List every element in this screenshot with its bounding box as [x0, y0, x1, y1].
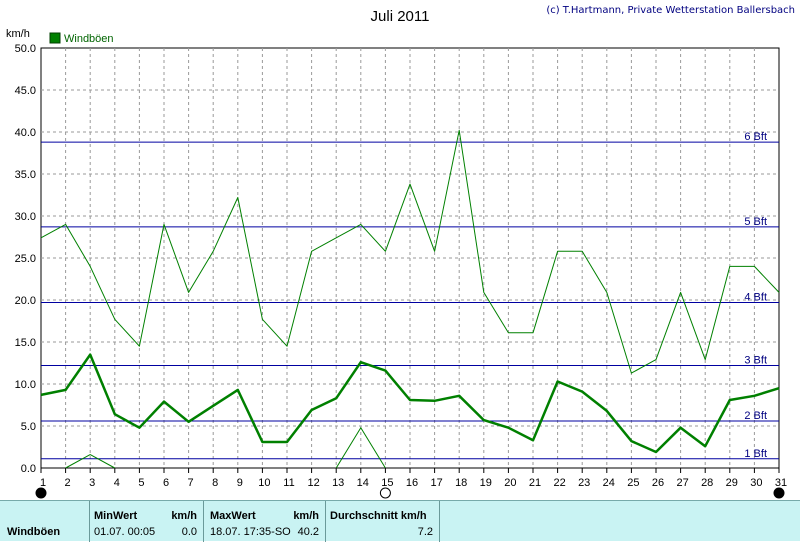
- max-unit: km/h: [293, 510, 319, 522]
- x-tick-label: 13: [332, 477, 344, 489]
- stats-avg-cell: Durchschnitt km/h 7.2: [326, 501, 440, 542]
- series-line-mean: [40, 353, 780, 454]
- y-tick-label: 30.0: [15, 211, 36, 223]
- y-tick-label: 15.0: [15, 337, 36, 349]
- new-moon-marker: [773, 487, 785, 499]
- stats-min-cell: MinWert km/h 01.07. 00:05 0.0: [90, 501, 204, 542]
- avg-value: 7.2: [417, 526, 433, 538]
- x-tick-label: 19: [480, 477, 492, 489]
- y-tick-label: 0.0: [21, 463, 36, 475]
- x-tick-label: 18: [455, 477, 467, 489]
- chart-title: Juli 2011: [371, 8, 430, 25]
- chart-area: Juli 2011 (c) T.Hartmann, Private Wetter…: [6, 5, 795, 499]
- y-tick-label: 10.0: [15, 379, 36, 391]
- x-tick-label: 26: [652, 477, 664, 489]
- stats-row-label-cell: Windböen: [0, 501, 90, 542]
- x-tick-label: 14: [357, 477, 369, 489]
- min-label: MinWert: [94, 510, 138, 522]
- x-tick-label: 10: [258, 477, 270, 489]
- x-tick-label: 6: [163, 477, 169, 489]
- credit-text: (c) T.Hartmann, Private Wetterstation Ba…: [546, 5, 795, 16]
- y-tick-label: 40.0: [15, 127, 36, 139]
- x-tick-label: 20: [504, 477, 516, 489]
- series-line-min-2: [335, 427, 386, 469]
- beaufort-label: 5 Bft: [744, 216, 767, 228]
- series-line-max: [40, 129, 780, 374]
- axes: 0.0 5.0 10.0 15.0 20.0 25.0 30.0 35.0 40.0 45.0 50…: [15, 43, 788, 489]
- beaufort-label: 4 Bft: [744, 292, 767, 304]
- min-unit: km/h: [171, 510, 197, 522]
- x-tick-label: 11: [283, 477, 294, 489]
- y-tick-label: 50.0: [15, 43, 36, 55]
- beaufort-lines: 1 Bft 2 Bft 3 Bft 4 Bft 5 Bft 6 Bft: [41, 131, 779, 460]
- x-tick-label: 23: [578, 477, 590, 489]
- x-tick-label: 3: [89, 477, 95, 489]
- min-time: 01.07. 00:05: [94, 526, 156, 538]
- x-tick-label: 9: [237, 477, 243, 489]
- x-tick-label: 17: [430, 477, 442, 489]
- stats-max-cell: MaxWert km/h 18.07. 17:35-SO 40.2: [204, 501, 326, 542]
- x-tick-label: 1: [40, 477, 46, 489]
- x-tick-label: 5: [138, 477, 144, 489]
- x-tick-label: 4: [114, 477, 120, 489]
- grid: [40, 47, 780, 469]
- min-value: 0.0: [181, 526, 197, 538]
- legend: Windböen: [49, 32, 114, 45]
- beaufort-label: 2 Bft: [744, 410, 767, 422]
- stats-row-label: Windböen: [7, 526, 61, 538]
- x-tick-label: 30: [750, 477, 762, 489]
- beaufort-label: 3 Bft: [744, 355, 767, 367]
- y-tick-label: 5.0: [21, 421, 36, 433]
- series-windboeen: [40, 129, 780, 469]
- new-moon-marker: [35, 487, 47, 499]
- max-label: MaxWert: [210, 510, 256, 522]
- x-tick-label: 22: [553, 477, 565, 489]
- x-tick-label: 12: [307, 477, 319, 489]
- y-tick-label: 25.0: [15, 253, 36, 265]
- x-tick-label: 21: [529, 477, 541, 489]
- legend-swatch: [49, 32, 61, 44]
- x-tick-label: 2: [65, 477, 71, 489]
- x-tick-label: 29: [726, 477, 738, 489]
- max-value: 40.2: [297, 526, 319, 538]
- y-tick-label: 35.0: [15, 169, 36, 181]
- legend-label: Windböen: [64, 33, 114, 45]
- y-axis-unit: km/h: [6, 28, 30, 40]
- y-tick-label: 20.0: [15, 295, 36, 307]
- x-tick-label: 24: [603, 477, 615, 489]
- series-line-min: [65, 454, 116, 469]
- max-time: 18.07. 17:35-SO: [210, 526, 291, 538]
- stats-panel: Windböen MinWert km/h 01.07. 00:05 0.0 M…: [0, 500, 800, 542]
- beaufort-label: 6 Bft: [744, 131, 767, 143]
- x-tick-label: 27: [676, 477, 688, 489]
- x-tick-label: 7: [188, 477, 194, 489]
- moon-markers: [35, 487, 785, 499]
- y-tick-label: 45.0: [15, 85, 36, 97]
- x-tick-label: 28: [701, 477, 713, 489]
- x-tick-label: 31: [775, 477, 787, 489]
- x-tick-label: 25: [627, 477, 639, 489]
- x-tick-label: 16: [406, 477, 418, 489]
- full-moon-marker: [379, 487, 391, 499]
- x-tick-label: 15: [381, 477, 393, 489]
- avg-label: Durchschnitt km/h: [330, 510, 427, 522]
- x-tick-label: 8: [212, 477, 218, 489]
- beaufort-label: 1 Bft: [744, 448, 767, 460]
